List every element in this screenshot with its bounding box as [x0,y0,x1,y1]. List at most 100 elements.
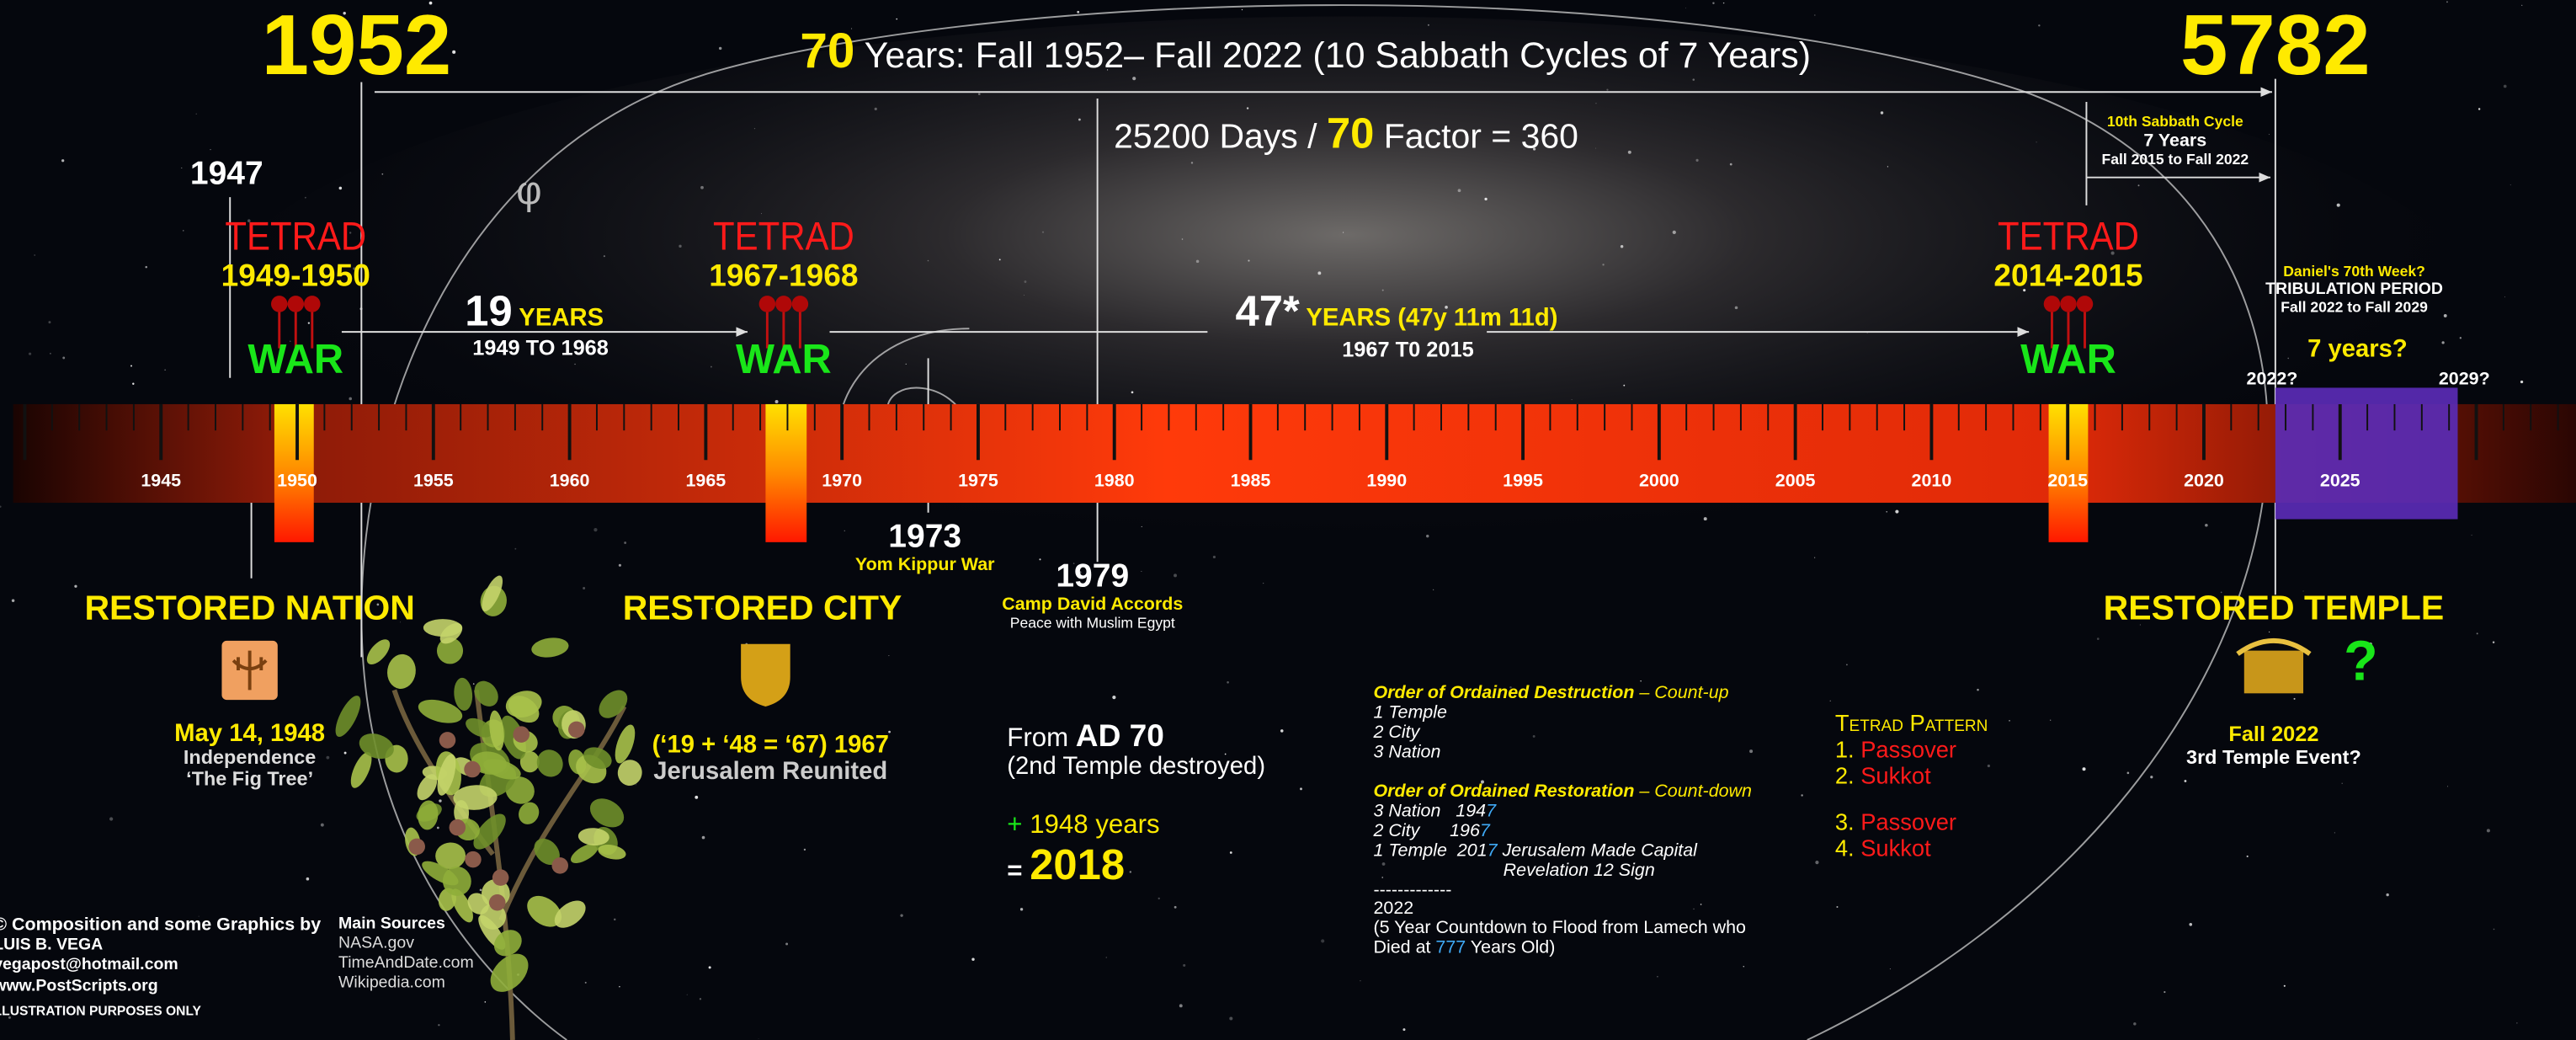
star [604,255,605,257]
span-47-unit: YEARS (47y 11m 11d) [1300,304,1558,331]
restoration-item: 1 Temple 2017 Jerusalem Made Capital [1373,840,1698,860]
star [339,187,343,190]
countdown-post: Years Old) [1466,937,1555,957]
star [593,528,597,531]
pattern-item: 1. Passover [1835,736,1956,762]
star [164,369,166,371]
pattern-number: 4. [1835,835,1860,861]
star [1179,1004,1183,1007]
fig [439,732,456,749]
star [1039,558,1041,560]
infographic: 1945195019551960196519701975198019851990… [0,0,2576,1040]
star [1426,535,1429,537]
star [702,836,705,840]
span-19-number: 19 [465,286,512,334]
star [709,966,711,968]
fig [492,869,509,886]
label-1973: Yom Kippur War [855,554,995,574]
credit-line: ILLUSTRATION PURPOSES ONLY [0,1005,202,1019]
star [1182,238,1184,240]
star [2083,767,2086,771]
star [145,266,147,269]
star [1977,689,1979,691]
star [381,173,383,175]
star [1712,3,1714,4]
nation-line1: Independence [184,746,316,768]
blood-moon [792,296,809,312]
star [583,587,585,589]
star [2386,893,2388,896]
star [480,889,482,892]
star [1248,259,1249,261]
fig [489,894,506,911]
star [2493,641,2494,643]
star [785,943,788,946]
year-label: 2010 [1912,471,1952,491]
star [61,159,64,162]
ad70-line: From AD 70 [1007,717,1164,753]
temple-mark: ? [2344,631,2378,693]
star [62,357,65,360]
star [2494,929,2495,931]
year-label: 2000 [1639,471,1679,491]
city-emblem [741,644,790,707]
star [2520,381,2523,383]
countdown-pre: Died at [1373,937,1435,957]
blood-moon [288,296,305,312]
ark-emblem [2244,651,2303,694]
days-number: 70 [1327,109,1374,157]
fig [568,722,585,739]
phi: φ [516,168,541,212]
star [971,957,974,960]
pattern-number: 1. [1835,736,1860,762]
star [1602,264,1604,265]
star [1657,976,1658,977]
star [1533,735,1535,738]
star [48,321,51,323]
star [2247,856,2249,857]
restoration-extra: Revelation 12 Sign [1504,860,1655,880]
year-label: 1985 [1231,471,1271,491]
star [700,998,701,1000]
source-item: NASA.gov [338,934,414,952]
title-text: Years: Fall 1952– Fall 2022 (10 Sabbath … [854,35,1811,76]
star [619,986,620,988]
star [1886,511,1887,513]
star [29,353,31,355]
star [1402,1028,1405,1031]
star [1836,906,1838,908]
year-label: 1970 [822,471,862,491]
star [1025,280,1027,283]
source-item: Wikipedia.com [338,973,445,992]
star [1595,148,1596,149]
star [2164,991,2165,993]
star [2150,776,2153,778]
year-label: 1975 [958,471,998,491]
star [1263,583,1264,584]
star [711,366,712,368]
star [326,756,329,760]
star [1814,14,1815,15]
nation-date: May 14, 1948 [174,720,325,747]
ad70-equals: = [1007,856,1030,885]
year-label: 2015 [2047,471,2088,491]
temple-line1: 3rd Temple Event? [2186,746,2361,768]
restoration-item: 2 City 1967 [1372,820,1490,840]
star [1428,24,1429,26]
highlight-1967 [765,404,806,542]
star [1158,898,1160,899]
star [758,1038,759,1039]
daniel-title: Daniel's 70th Week? [2283,263,2425,280]
star [1572,399,1573,400]
star [1229,1016,1232,1020]
star [2460,337,2462,339]
restoration-part: Jerusalem Made Capital [1498,840,1699,860]
star [2441,341,2444,344]
star [1628,151,1631,154]
star [1382,290,1384,291]
sabbath-title: 10th Sabbath Cycle [2107,113,2243,130]
star [1887,166,1888,167]
ad70-note: (2nd Temple destroyed) [1007,753,1265,780]
star [574,364,575,365]
year-label: 2005 [1775,471,1816,491]
